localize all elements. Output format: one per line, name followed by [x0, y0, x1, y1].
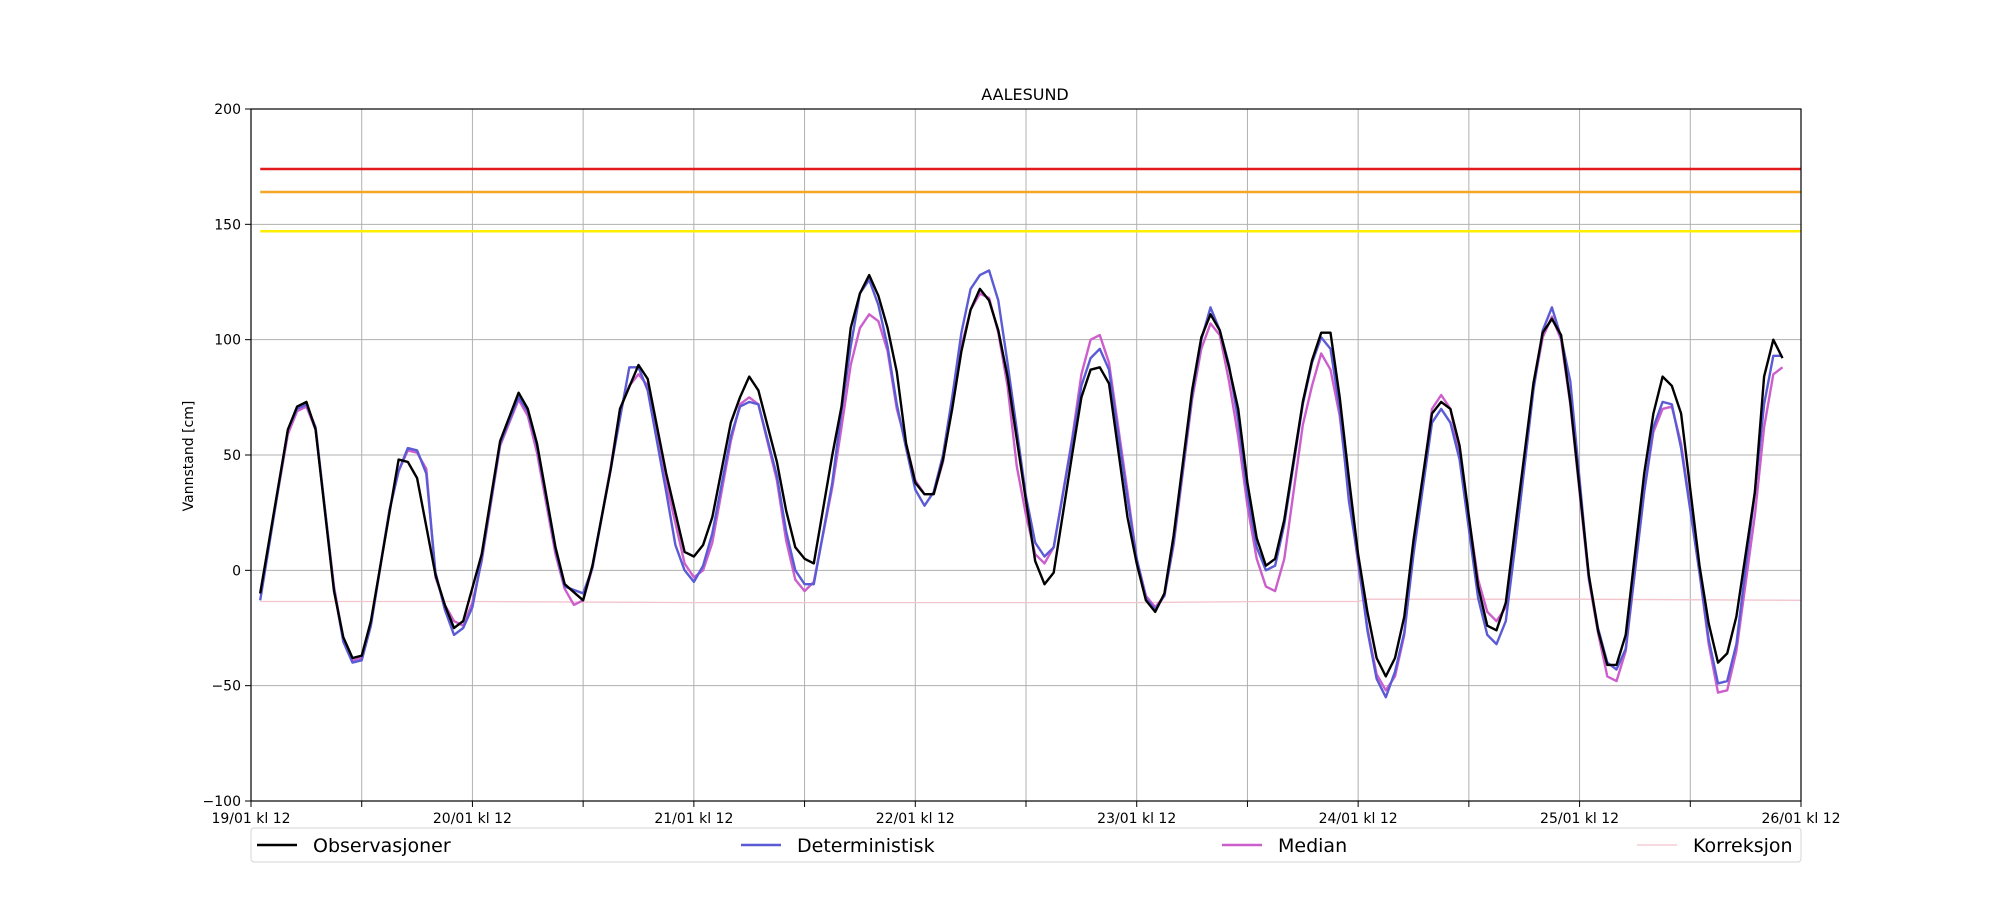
legend-label-median: Median — [1278, 835, 1347, 857]
x-tick-label: 19/01 kl 12 — [211, 811, 290, 827]
y-tick-label: −100 — [203, 794, 241, 810]
x-tick-label: 23/01 kl 12 — [1097, 811, 1176, 827]
x-tick-label: 24/01 kl 12 — [1319, 811, 1398, 827]
x-ticks: 19/01 kl 12 20/01 kl 12 21/01 kl 12 22/01 k… — [211, 801, 1841, 827]
y-tick-label: 100 — [214, 333, 241, 349]
legend-label-observasjoner: Observasjoner — [313, 835, 451, 857]
y-tick-label: 200 — [214, 102, 241, 118]
y-tick-label: 50 — [223, 448, 241, 464]
series-line-observasjoner — [259, 273, 1784, 678]
legend: Observasjoner Deterministisk Median Korreks… — [250, 827, 1802, 863]
x-tick-label: 25/01 kl 12 — [1540, 811, 1619, 827]
x-tick-label: 26/01 kl 12 — [1761, 811, 1840, 827]
legend-label-korreksjon: Korreksjon — [1693, 835, 1793, 857]
legend-label-deterministisk: Deterministisk — [797, 835, 935, 857]
y-tick-label: −50 — [211, 679, 241, 695]
series-line-deterministisk — [259, 269, 1783, 699]
y-ticks: −100 −50 0 50 100 150 200 — [203, 102, 251, 810]
series-line-korreksjon — [260, 598, 1802, 604]
x-tick-label: 21/01 kl 12 — [654, 811, 733, 827]
grid — [250, 108, 1802, 802]
x-tick-label: 22/01 kl 12 — [876, 811, 955, 827]
y-axis-label: Vannstand [cm] — [181, 401, 197, 512]
y-tick-label: 150 — [214, 217, 241, 233]
series-lines — [259, 269, 1802, 699]
y-tick-label: 0 — [232, 563, 241, 579]
x-tick-label: 20/01 kl 12 — [433, 811, 512, 827]
series-line-median — [259, 292, 1784, 694]
legend-box — [250, 827, 1802, 863]
chart-title: AALESUND — [981, 85, 1069, 104]
threshold-lines — [260, 167, 1801, 233]
